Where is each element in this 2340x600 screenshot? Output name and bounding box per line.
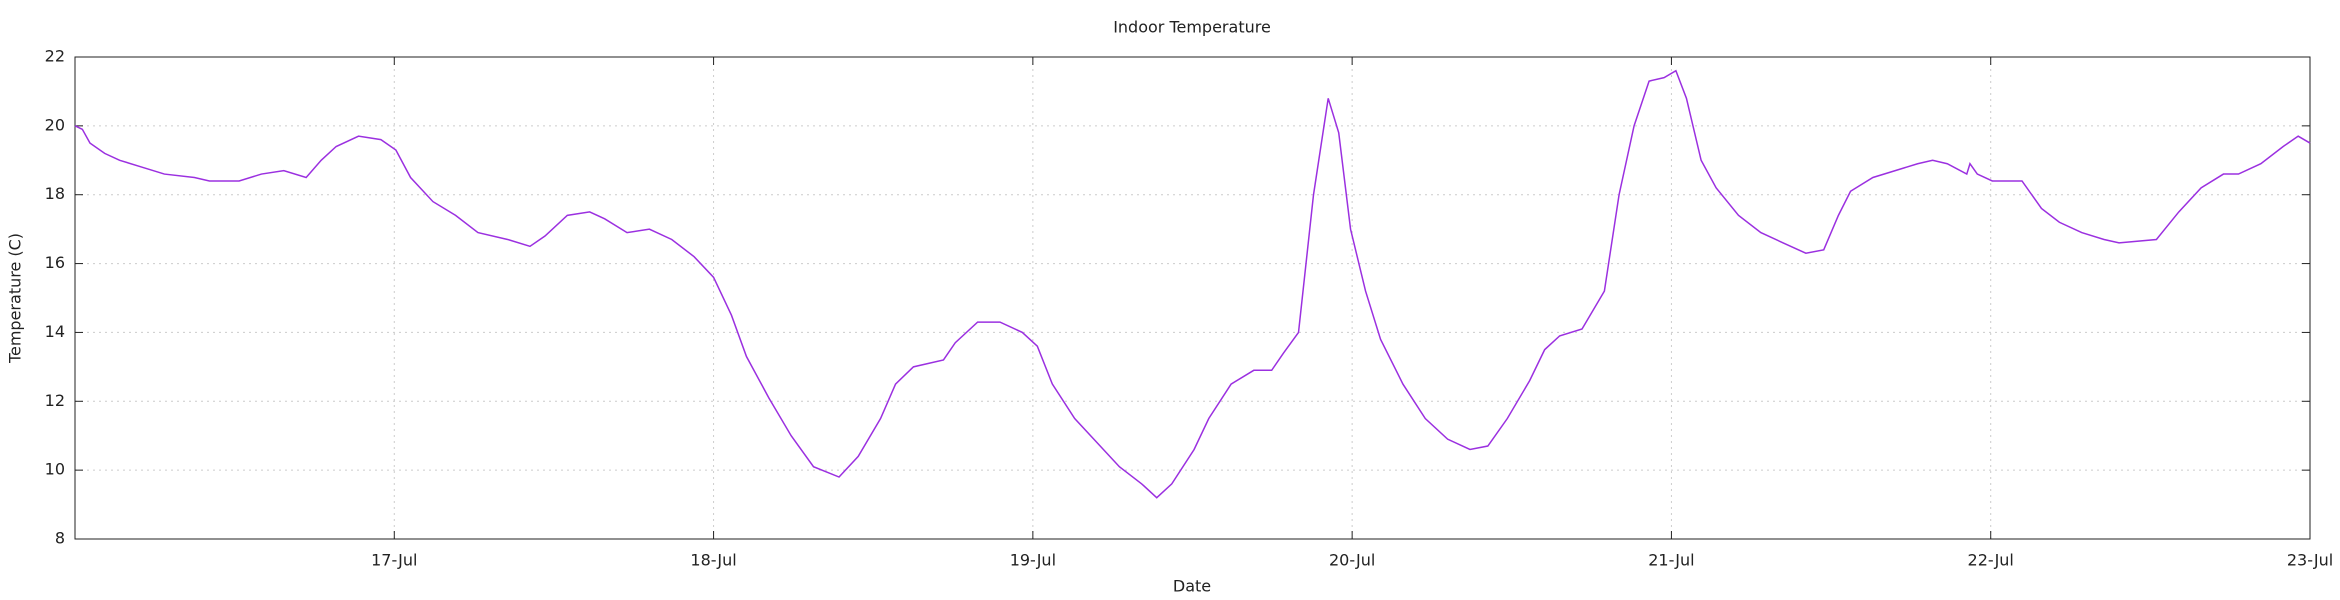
chart-title: Indoor Temperature <box>1113 18 1271 37</box>
y-tick-label: 14 <box>45 322 65 341</box>
x-tick-label: 23-Jul <box>2287 551 2333 570</box>
y-tick-label: 16 <box>45 253 65 272</box>
y-tick-label: 10 <box>45 460 65 479</box>
y-axis-label: Temperature (C) <box>6 233 25 364</box>
y-tick-label: 22 <box>45 47 65 66</box>
x-tick-label: 21-Jul <box>1648 551 1694 570</box>
x-tick-label: 19-Jul <box>1010 551 1056 570</box>
temperature-line <box>74 69 2311 499</box>
x-tick-label: 20-Jul <box>1329 551 1375 570</box>
x-tick-label: 18-Jul <box>690 551 736 570</box>
x-tick-label: 22-Jul <box>1968 551 2014 570</box>
x-axis-label: Date <box>1173 577 1211 596</box>
y-tick-label: 12 <box>45 391 65 410</box>
x-tick-label: 17-Jul <box>371 551 417 570</box>
y-tick-label: 8 <box>55 529 65 548</box>
plot-frame <box>74 56 2311 540</box>
y-tick-label: 18 <box>45 184 65 203</box>
y-tick-label: 20 <box>45 115 65 134</box>
